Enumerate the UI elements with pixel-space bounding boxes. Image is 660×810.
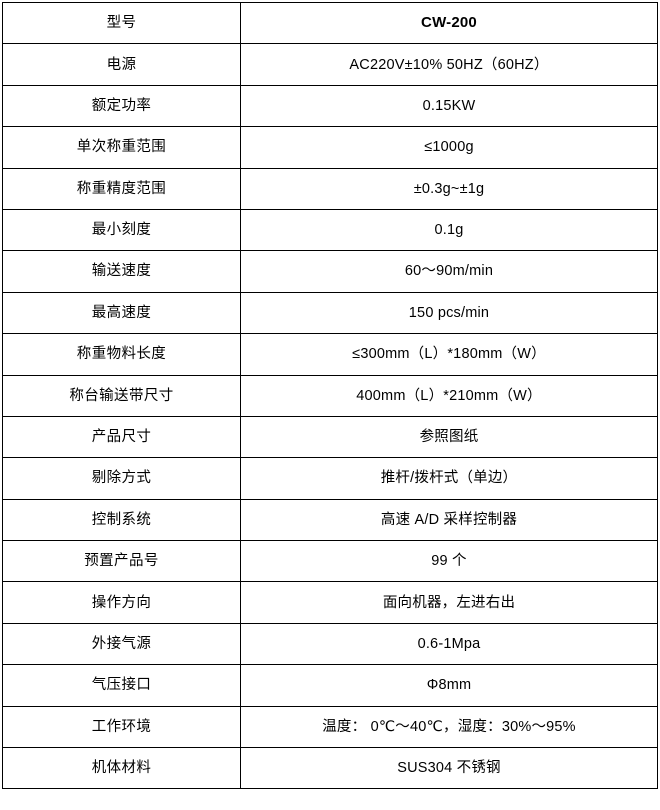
table-row: 工作环境 温度： 0℃～40℃，湿度：30%～95% (2, 705, 658, 749)
table-row: 剔除方式 推杆/拨杆式（单边） (2, 457, 658, 500)
spec-value-cell: AC220V±10% 50HZ（60HZ） (240, 43, 658, 86)
spec-value-cell: 150 pcs/min (240, 291, 658, 335)
spec-label-cell: 最小刻度 (2, 208, 241, 252)
spec-value-cell: 面向机器，左进右出 (240, 581, 658, 624)
table-row: 称重精度范围 ±0.3g~±1g (2, 167, 658, 210)
table-row: 预置产品号 99 个 (2, 540, 658, 583)
table-row: 外接气源 0.6-1Mpa (2, 622, 658, 666)
spec-label-cell: 称重物料长度 (2, 333, 241, 376)
table-header: 型号 CW-200 (2, 1, 658, 45)
spec-value-cell: 0.1g (240, 208, 658, 252)
spec-label-cell: 预置产品号 (2, 540, 241, 583)
table-row: 单次称重范围 ≤1000g (2, 126, 658, 169)
table-header-row: 型号 CW-200 (2, 1, 658, 45)
spec-value-cell: ≤300mm（L）*180mm（W） (240, 333, 658, 376)
spec-label-cell: 称重精度范围 (2, 167, 241, 210)
table-row: 输送速度 60～90m/min (2, 250, 658, 293)
spec-value-cell: 温度： 0℃～40℃，湿度：30%～95% (240, 705, 658, 749)
header-cell-model-label: 型号 (2, 1, 241, 45)
spec-label-cell: 控制系统 (2, 498, 241, 542)
spec-value-cell: Φ8mm (240, 664, 658, 707)
spec-value-cell: 60～90m/min (240, 250, 658, 293)
table-row: 控制系统 高速 A/D 采样控制器 (2, 498, 658, 542)
spec-label-cell: 额定功率 (2, 84, 241, 128)
header-cell-model-value: CW-200 (240, 1, 658, 45)
spec-label-cell: 机体材料 (2, 747, 241, 790)
table-row: 称台输送带尺寸 400mm（L）*210mm（W） (2, 374, 658, 417)
spec-value-cell: 99 个 (240, 540, 658, 583)
spec-label-cell: 工作环境 (2, 705, 241, 749)
spec-value-cell: ≤1000g (240, 126, 658, 169)
table-row: 操作方向 面向机器，左进右出 (2, 581, 658, 624)
spec-label-cell: 称台输送带尺寸 (2, 374, 241, 417)
table-row: 最高速度 150 pcs/min (2, 291, 658, 335)
spec-value-cell: 推杆/拨杆式（单边） (240, 457, 658, 500)
spec-label-cell: 电源 (2, 43, 241, 86)
table-row: 电源 AC220V±10% 50HZ（60HZ） (2, 43, 658, 86)
spec-label-cell: 外接气源 (2, 622, 241, 666)
spec-value-cell: 高速 A/D 采样控制器 (240, 498, 658, 542)
spec-value-cell: 400mm（L）*210mm（W） (240, 374, 658, 417)
table-row: 气压接口 Φ8mm (2, 664, 658, 707)
spec-label-cell: 产品尺寸 (2, 415, 241, 459)
table-body: 电源 AC220V±10% 50HZ（60HZ） 额定功率 0.15KW 单次称重范围 ≤… (2, 43, 658, 790)
table-row: 额定功率 0.15KW (2, 84, 658, 128)
specification-table: 型号 CW-200 电源 AC220V±10% 50HZ（60HZ） 额定功率 0.1… (2, 1, 658, 790)
spec-value-cell: 参照图纸 (240, 415, 658, 459)
spec-value-cell: 0.15KW (240, 84, 658, 128)
spec-label-cell: 气压接口 (2, 664, 241, 707)
spec-value-cell: SUS304 不锈钢 (240, 747, 658, 790)
spec-value-cell: ±0.3g~±1g (240, 167, 658, 210)
spec-value-cell: 0.6-1Mpa (240, 622, 658, 666)
table-row: 最小刻度 0.1g (2, 208, 658, 252)
spec-label-cell: 单次称重范围 (2, 126, 241, 169)
table-row: 产品尺寸 参照图纸 (2, 415, 658, 459)
spec-label-cell: 剔除方式 (2, 457, 241, 500)
spec-label-cell: 操作方向 (2, 581, 241, 624)
spec-label-cell: 最高速度 (2, 291, 241, 335)
spec-label-cell: 输送速度 (2, 250, 241, 293)
table-row: 机体材料 SUS304 不锈钢 (2, 747, 658, 790)
table-row: 称重物料长度 ≤300mm（L）*180mm（W） (2, 333, 658, 376)
